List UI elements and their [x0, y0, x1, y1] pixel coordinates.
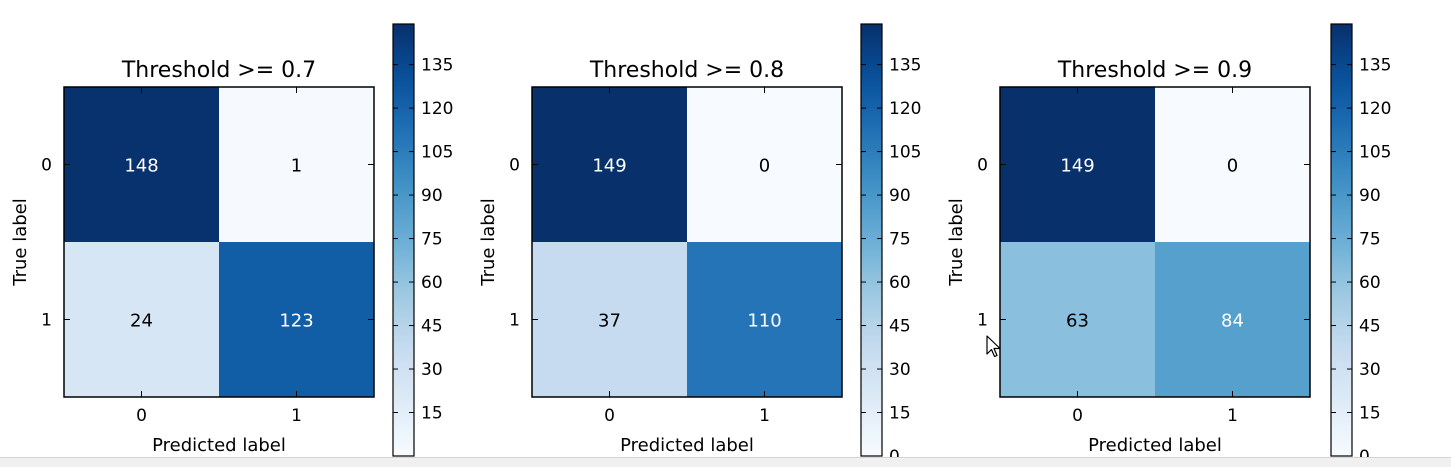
cell-value-label: 0	[1227, 156, 1238, 177]
y-tick-label: 1	[977, 311, 988, 331]
cell-value-label: 24	[130, 311, 153, 332]
cell-value-label: 149	[592, 156, 626, 177]
heatmap-cell	[687, 242, 842, 397]
y-tick-label: 0	[977, 156, 988, 176]
colorbar-tick-label: 90	[889, 186, 911, 206]
colorbar-tick-label: 75	[1359, 230, 1381, 250]
cell-value-label: 37	[598, 311, 621, 332]
x-axis-label: Predicted label	[1088, 435, 1222, 456]
x-tick-label: 1	[1227, 406, 1238, 426]
x-tick-label: 1	[759, 406, 770, 426]
y-axis-label: True label	[946, 198, 967, 287]
colorbar-tick-label: 105	[889, 143, 921, 163]
colorbar-tick-label: 105	[421, 143, 453, 163]
colorbar-tick-label: 0	[1359, 447, 1370, 466]
cell-value-label: 110	[747, 311, 781, 332]
x-tick-label: 0	[1072, 406, 1083, 426]
colorbar: 15 30 45 60 75 90 105 120 135	[392, 23, 453, 457]
colorbar-tick-label: 105	[1359, 143, 1391, 163]
heatmap-cell	[64, 242, 219, 397]
heatmap-cell	[532, 242, 687, 397]
y-tick-label: 0	[41, 156, 52, 176]
colorbar-tick-label: 90	[421, 186, 443, 206]
heatmap-cell	[1155, 87, 1310, 242]
heatmap-cell	[532, 87, 687, 242]
x-tick-label: 0	[604, 406, 615, 426]
heatmap-cell	[687, 87, 842, 242]
x-axis-label: Predicted label	[152, 435, 286, 456]
y-tick-label: 0	[509, 156, 520, 176]
cell-value-label: 149	[1060, 156, 1094, 177]
heatmap-frame	[531, 86, 843, 398]
heatmap-frame	[63, 86, 375, 398]
x-tick-label: 0	[136, 406, 147, 426]
colorbar-tick-label: 135	[421, 56, 453, 76]
cell-value-label: 1	[291, 156, 302, 177]
colorbar-tick-label: 0	[889, 447, 900, 466]
colorbar-tick-label: 15	[1359, 404, 1381, 424]
heatmap-cell	[219, 242, 374, 397]
y-tick-label: 1	[509, 311, 520, 331]
mouse-cursor-icon	[986, 335, 1001, 358]
colorbar-tick-label: 120	[1359, 99, 1391, 119]
colorbar-tick-label: 45	[889, 317, 911, 337]
chart-title: Threshold >= 0.8	[589, 58, 784, 83]
heatmap-frame	[999, 86, 1311, 398]
y-axis-label: True label	[478, 198, 499, 287]
chart-title: Threshold >= 0.9	[1057, 58, 1252, 83]
chart-title: Threshold >= 0.7	[121, 58, 316, 83]
colorbar: 0 15 30 45 60 75 90 105 120 135	[1330, 23, 1391, 466]
cell-value-label: 148	[124, 156, 158, 177]
colorbar-gradient	[1330, 23, 1353, 457]
colorbar-tick-label: 30	[1359, 360, 1381, 380]
colorbar-gradient	[392, 23, 415, 457]
heatmap-cell	[1155, 242, 1310, 397]
colorbar-tick-label: 30	[421, 360, 443, 380]
heatmap-cell	[219, 87, 374, 242]
y-tick-label: 1	[41, 311, 52, 331]
colorbar-tick-label: 120	[889, 99, 921, 119]
colorbar-tick-label: 60	[889, 273, 911, 293]
colorbar-tick-label: 60	[1359, 273, 1381, 293]
colorbar-tick-label: 75	[421, 230, 443, 250]
cell-value-label: 123	[279, 311, 313, 332]
y-axis-label: True label	[10, 198, 31, 287]
colorbar-tick-label: 30	[889, 360, 911, 380]
colorbar-tick-label: 45	[1359, 317, 1381, 337]
colorbar-tick-label: 15	[889, 404, 911, 424]
colorbar-tick-label: 75	[889, 230, 911, 250]
x-tick-label: 1	[291, 406, 302, 426]
colorbar-tick-label: 120	[421, 99, 453, 119]
heatmap-cell	[1000, 242, 1155, 397]
cell-value-label: 0	[759, 156, 770, 177]
colorbar-gradient	[860, 23, 883, 457]
heatmap-cell	[1000, 87, 1155, 242]
colorbar-tick-label: 45	[421, 317, 443, 337]
heatmap-cell	[64, 87, 219, 242]
colorbar-tick-label: 60	[421, 273, 443, 293]
cell-value-label: 63	[1066, 311, 1089, 332]
colorbar: 0 15 30 45 60 75 90 105 120 135	[860, 23, 921, 466]
colorbar-tick-label: 90	[1359, 186, 1381, 206]
colorbar-tick-label: 135	[889, 56, 921, 76]
taskbar-strip	[0, 457, 1451, 467]
x-axis-label: Predicted label	[620, 435, 754, 456]
cell-value-label: 84	[1221, 311, 1244, 332]
colorbar-tick-label: 135	[1359, 56, 1391, 76]
colorbar-tick-label: 15	[421, 404, 443, 424]
